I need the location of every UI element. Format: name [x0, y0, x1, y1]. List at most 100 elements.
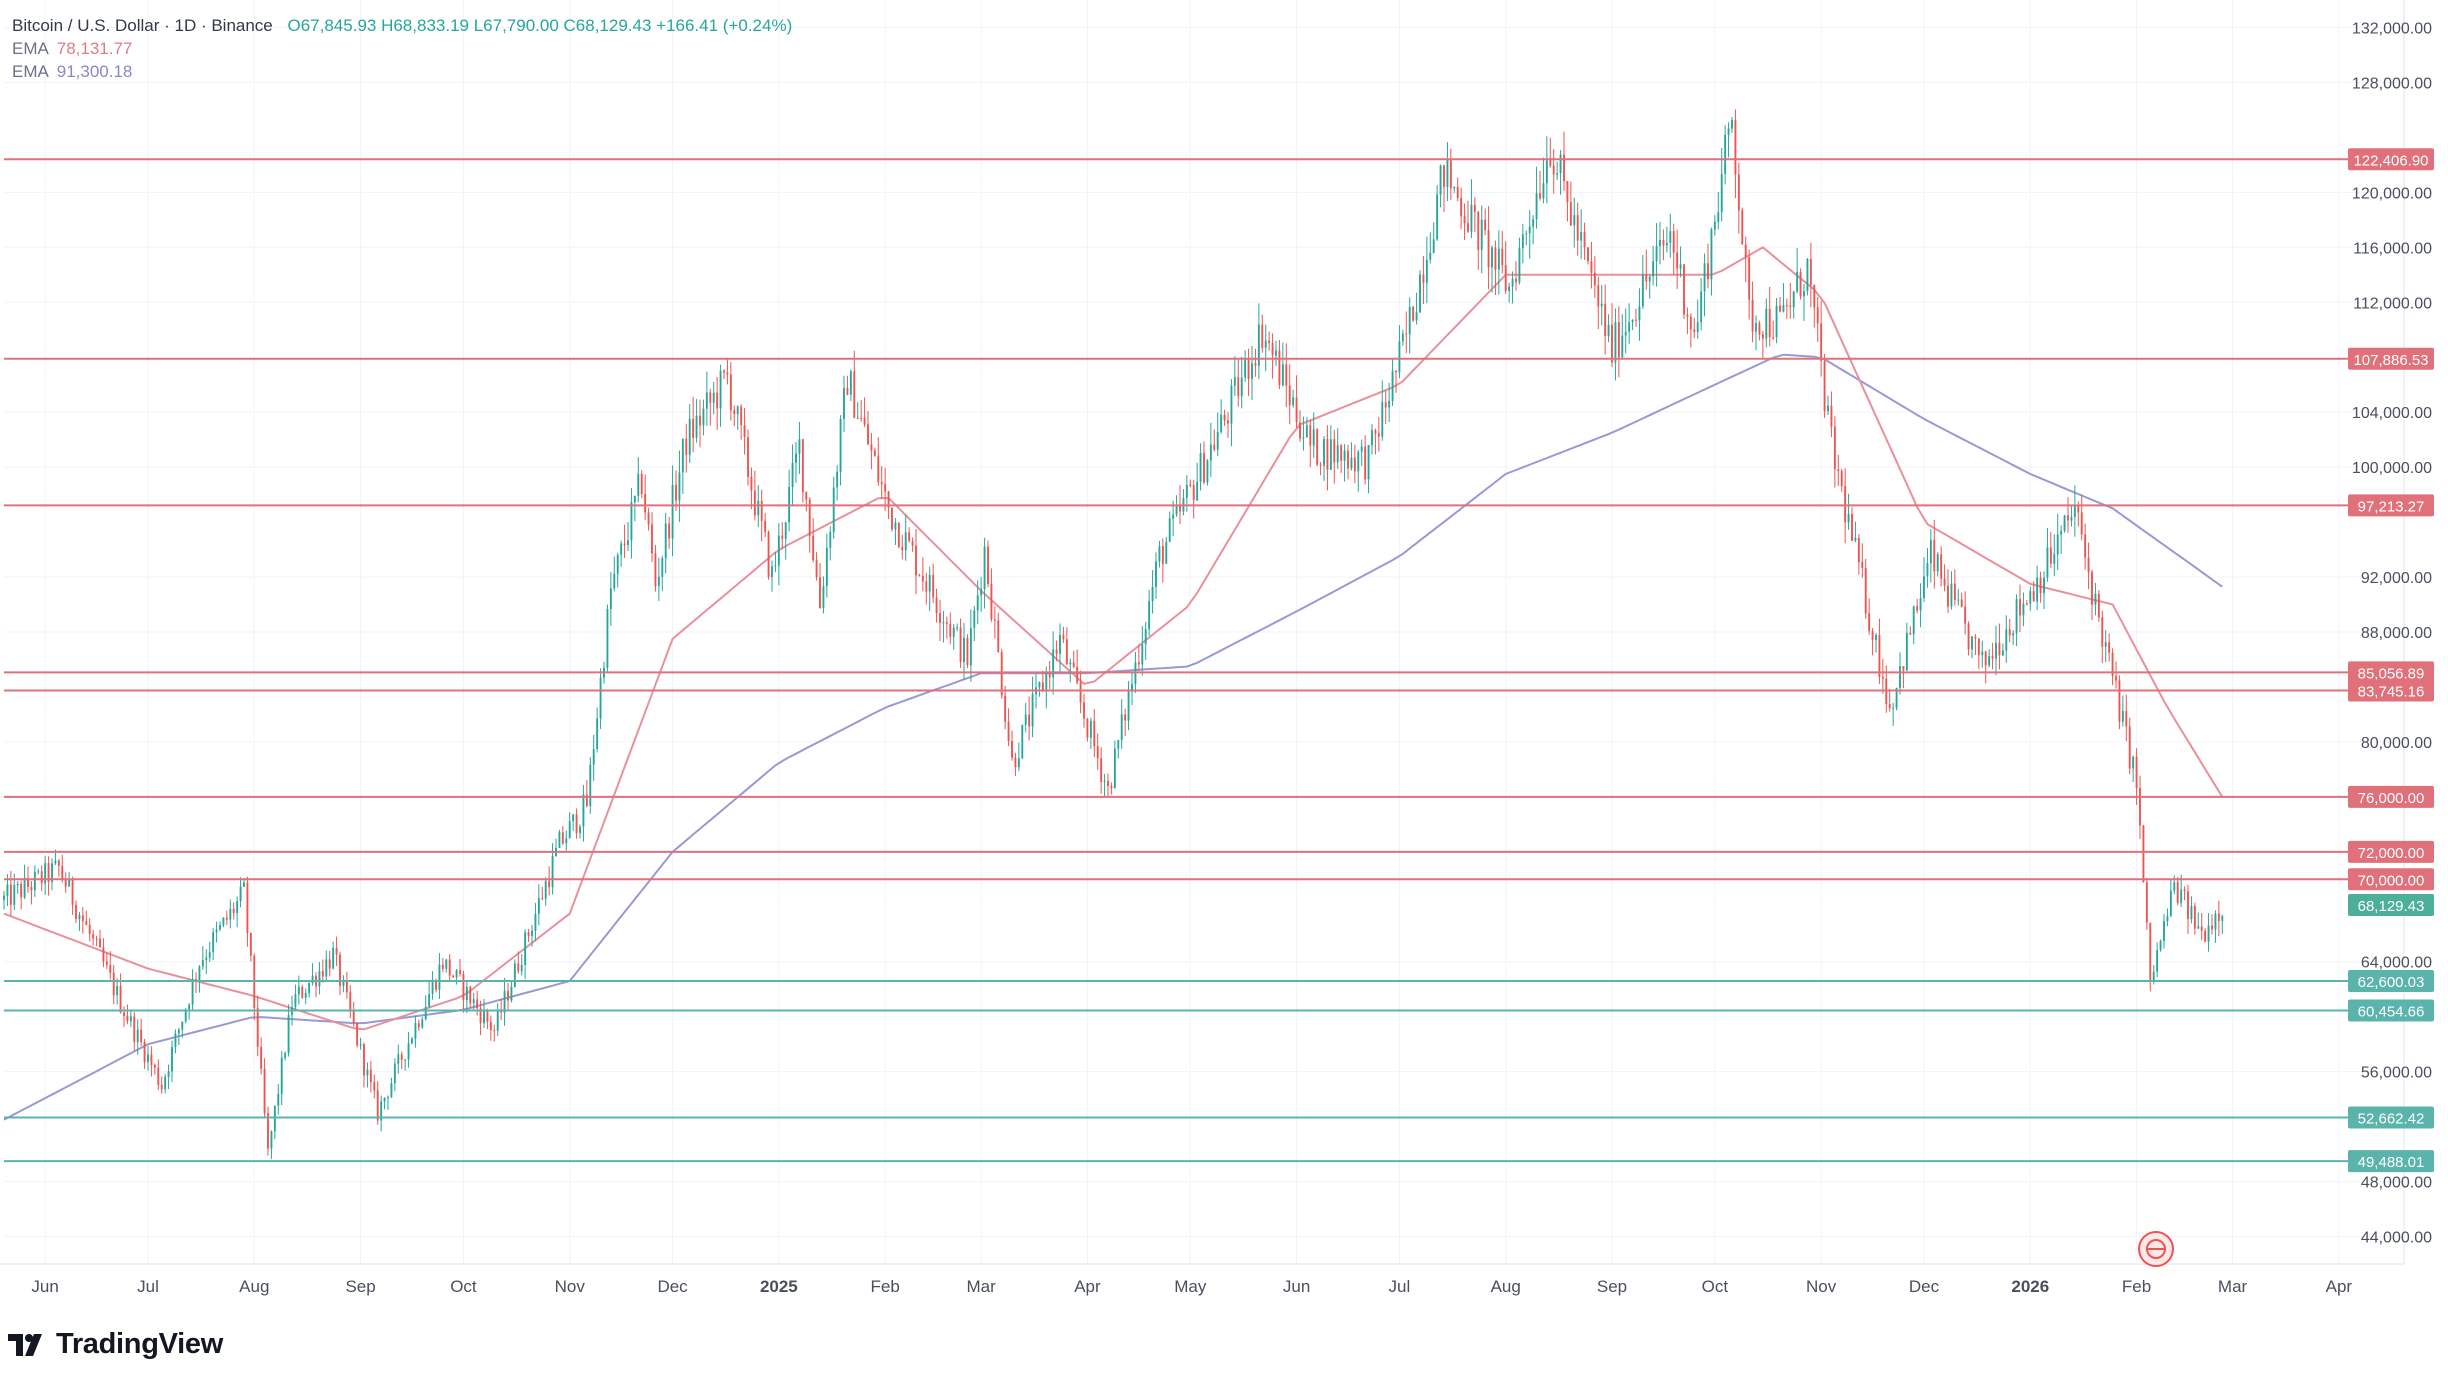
candle-body [2036, 577, 2039, 602]
candle-body [2084, 534, 2087, 558]
candle-body [171, 1047, 173, 1072]
candle-body [95, 938, 98, 940]
ema-fast-row[interactable]: EMA 78,131.77 [12, 37, 792, 60]
candle-body [1703, 263, 1706, 292]
candle-body [1837, 469, 1840, 472]
time-tick-label: Jun [31, 1277, 58, 1296]
candle-body [1576, 215, 1579, 241]
candle-body [246, 882, 249, 933]
candle-body [2094, 593, 2097, 605]
candle-body [23, 877, 26, 898]
candle-body [1851, 514, 1853, 541]
candle-body [688, 418, 691, 455]
candle-body [1185, 484, 1188, 498]
candle-body [1192, 485, 1195, 501]
candle-body [750, 476, 753, 491]
candle-body [1449, 160, 1452, 189]
candle-body [2145, 882, 2148, 923]
candle-body [1569, 202, 1572, 226]
candle-body [1669, 231, 1672, 243]
candle-body [771, 566, 773, 578]
candle-body [112, 972, 115, 996]
candle-body [1947, 585, 1949, 607]
candle-body [983, 546, 986, 590]
candle-body [1741, 210, 1744, 245]
candle-body [2015, 599, 2018, 634]
candle-body [160, 1084, 163, 1090]
candle-body [1683, 264, 1685, 315]
candle-body [393, 1063, 396, 1084]
candle-body [952, 627, 955, 637]
candle-body [1065, 639, 1068, 665]
candle-body [1542, 183, 1545, 199]
candle-body [863, 417, 866, 425]
candle-body [2032, 591, 2035, 602]
ema-slow-row[interactable]: EMA 91,300.18 [12, 60, 792, 83]
candle-body [651, 524, 653, 554]
candle-body [88, 924, 91, 934]
candle-body [459, 970, 461, 974]
time-axis[interactable]: Jun Jul Aug Sep Oct Nov Dec 2025 Feb Mar Apr May Jun… [0, 1263, 2404, 1296]
candle-body [1617, 322, 1620, 358]
candle-body [2111, 652, 2114, 677]
candle-body [1158, 546, 1161, 562]
candle-body [9, 884, 12, 905]
candle-body [1933, 540, 1936, 572]
candle-body [1998, 642, 2001, 656]
time-tick-label: Dec [657, 1277, 688, 1296]
candle-body [1086, 718, 1089, 738]
candle-body [1110, 785, 1113, 789]
candle-body [1052, 649, 1055, 678]
candle-body [1155, 561, 1157, 587]
level-price-tag: 52,662.42 [2358, 1111, 2425, 1128]
candle-body [1971, 636, 1973, 650]
candle-body [1755, 323, 1757, 332]
candle-body [503, 991, 506, 1013]
candle-body [1593, 272, 1596, 286]
candle-body [1302, 437, 1305, 439]
symbol-title[interactable]: Bitcoin / U.S. Dollar · 1D · Binance [12, 16, 273, 35]
candle-body [1000, 652, 1003, 696]
candle-body [1600, 303, 1603, 307]
ema-slow-value: 91,300.18 [56, 62, 133, 81]
candle-body [918, 575, 921, 577]
candle-body [301, 986, 304, 998]
candle-body [2173, 882, 2176, 891]
price-axis[interactable]: 132,000.00 128,000.00 120,000.00 116,000.00… [2352, 0, 2432, 1264]
candle-body [695, 415, 698, 438]
candle-body [1247, 359, 1250, 379]
candle-body [2187, 891, 2189, 920]
candle-body [6, 884, 9, 896]
candle-body [1072, 662, 1075, 667]
candle-body [592, 749, 595, 765]
level-price-tag-bg [2348, 785, 2434, 808]
candle-body [1093, 720, 1096, 747]
candle-body [85, 920, 88, 925]
ema-fast-label: EMA [12, 39, 49, 58]
price-tick-label: 80,000.00 [2361, 735, 2432, 752]
candle-body [75, 904, 77, 919]
candle-body [1556, 173, 1559, 175]
candle-body [339, 954, 341, 986]
candle-body [2214, 913, 2217, 930]
horizontal-levels[interactable] [4, 158, 2404, 1163]
candle-body [1144, 629, 1147, 645]
candle-body [208, 952, 211, 958]
candle-body [2087, 557, 2090, 573]
candle-body [153, 1065, 156, 1068]
tradingview-logo[interactable]: TradingView [8, 1328, 223, 1361]
candle-body [2190, 905, 2193, 920]
candle-body [2135, 756, 2138, 789]
candle-body [1439, 165, 1442, 195]
candle-body [1916, 606, 1919, 611]
candle-body [1041, 682, 1044, 691]
candle-body [33, 871, 36, 891]
candle-body [20, 883, 23, 898]
candle-body [993, 619, 996, 621]
candle-body [1727, 128, 1730, 135]
time-jump-icon[interactable] [2138, 1231, 2174, 1267]
candle-body [455, 970, 458, 978]
candle-body [1309, 425, 1312, 446]
